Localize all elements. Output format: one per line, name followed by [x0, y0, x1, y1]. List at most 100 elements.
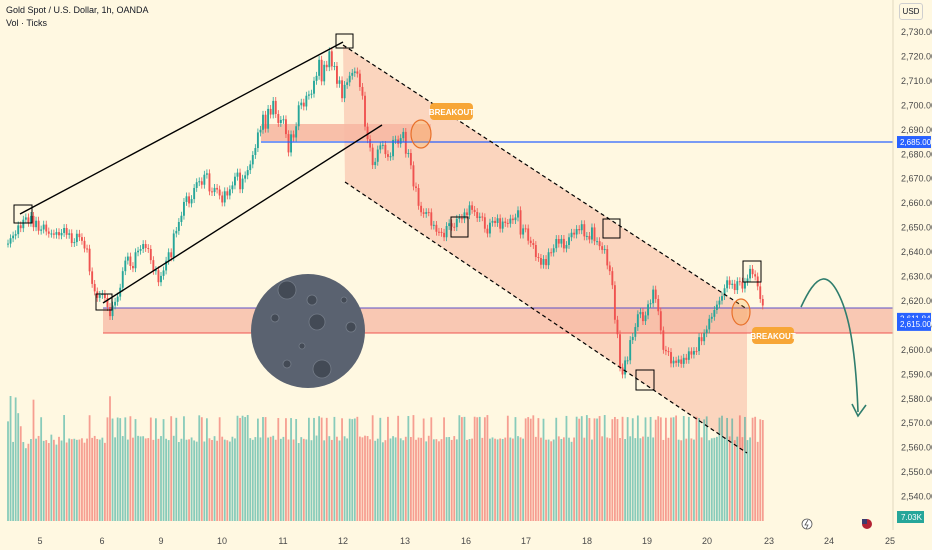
candle-body	[672, 360, 675, 364]
falling-channel-zone	[343, 45, 747, 453]
volume-bar	[104, 442, 106, 521]
volume-bar	[111, 418, 114, 521]
x-tick-label: 10	[217, 536, 227, 546]
volume-bar	[756, 441, 759, 521]
volume-bar	[147, 438, 150, 521]
volume-bar	[175, 417, 178, 521]
volume-bar	[463, 416, 466, 521]
candle-body	[37, 220, 40, 231]
volume-bar	[506, 415, 509, 521]
volume-bar	[422, 418, 425, 521]
volume-bar	[119, 418, 122, 521]
volume-bar	[379, 417, 382, 521]
price-axis[interactable]: 2,730.000 2,720.000 2,710.000 2,700.000 2,69…	[892, 0, 932, 550]
candle-body	[42, 224, 45, 230]
candle-body	[718, 300, 721, 305]
volume-bar	[555, 417, 558, 521]
candle-body	[134, 252, 137, 269]
volume-bar	[308, 417, 310, 521]
currency-button[interactable]: USD	[899, 3, 923, 20]
volume-bar	[404, 436, 407, 521]
volume-bar	[759, 419, 762, 521]
candle-body	[274, 100, 277, 115]
volume-bar	[693, 439, 695, 521]
volume-bar	[22, 442, 25, 521]
candle-body	[703, 333, 706, 342]
y-tick-label: 2,620.000	[901, 296, 932, 306]
volume-bar	[690, 438, 693, 521]
candle-body	[251, 155, 254, 165]
volume-bar	[718, 417, 721, 521]
volume-bar	[616, 419, 619, 521]
volume-bar	[149, 417, 152, 521]
volume-bar	[399, 438, 402, 521]
time-axis[interactable]: 5 6 9 10 11 12 13 16 17 18 19 20 23 24 25	[0, 518, 932, 550]
candle-body	[239, 172, 241, 190]
y-tick-label: 2,640.000	[901, 247, 932, 257]
moon-crater	[306, 294, 318, 306]
x-tick-label: 24	[824, 536, 834, 546]
candle-body	[499, 218, 502, 229]
candle-body	[733, 283, 736, 291]
candle-body	[305, 95, 308, 107]
candle-body	[616, 319, 619, 335]
volume-bar	[603, 415, 606, 521]
volume-bar	[430, 417, 433, 521]
candle-body	[415, 186, 417, 189]
volume-bar	[524, 418, 527, 521]
candle-body	[611, 271, 614, 286]
candle-body	[540, 257, 542, 265]
y-tick-label: 2,540.000	[901, 492, 932, 502]
candle-body	[22, 219, 25, 229]
candle-body	[723, 288, 726, 297]
candle-body	[287, 134, 290, 153]
volume-bar	[519, 437, 522, 521]
volume-bar	[58, 436, 60, 521]
candle-body	[379, 145, 382, 150]
volume-bar	[262, 417, 264, 521]
volume-bar	[249, 438, 252, 521]
projection-arrow	[800, 278, 859, 413]
volume-bar	[162, 419, 165, 521]
volume-bar	[310, 440, 313, 521]
volume-bar	[626, 417, 629, 521]
volume-bar	[91, 437, 94, 521]
volume-bar	[68, 438, 71, 521]
y-tick-label: 2,590.000	[901, 369, 932, 379]
candle-body	[384, 144, 387, 155]
volume-bar	[139, 436, 142, 521]
candle-body	[420, 205, 423, 213]
volume-bar	[285, 418, 287, 521]
volume-bar	[478, 416, 481, 521]
lightning-event-icon	[801, 518, 813, 530]
volume-bar	[198, 415, 201, 521]
candle-body	[142, 244, 145, 250]
candle-body	[144, 244, 147, 249]
candle-body	[715, 304, 718, 310]
candle-body	[160, 275, 162, 283]
volume-bar	[573, 437, 575, 521]
volume-bar	[81, 438, 83, 521]
candle-body	[154, 270, 157, 272]
candle-body	[244, 175, 247, 179]
symbol-title[interactable]: Gold Spot / U.S. Dollar, 1h, OANDA	[6, 5, 149, 15]
candle-body	[741, 281, 744, 289]
volume-indicator-label[interactable]: Vol · Ticks	[6, 18, 48, 28]
volume-bar	[239, 417, 241, 521]
volume-bar	[545, 439, 547, 521]
y-tick-label: 2,680.000	[901, 149, 932, 159]
volume-bar	[494, 438, 496, 521]
volume-bar	[341, 418, 343, 521]
candle-body	[631, 336, 634, 341]
volume-bar	[453, 436, 456, 521]
candle-body	[167, 252, 170, 261]
moon-crater	[270, 313, 280, 323]
volume-bar	[338, 440, 341, 521]
volume-bar	[420, 437, 422, 521]
pivot-marker-box	[742, 260, 762, 283]
candle-body	[374, 161, 377, 166]
volume-bar	[126, 439, 129, 521]
candle-body	[529, 240, 532, 244]
